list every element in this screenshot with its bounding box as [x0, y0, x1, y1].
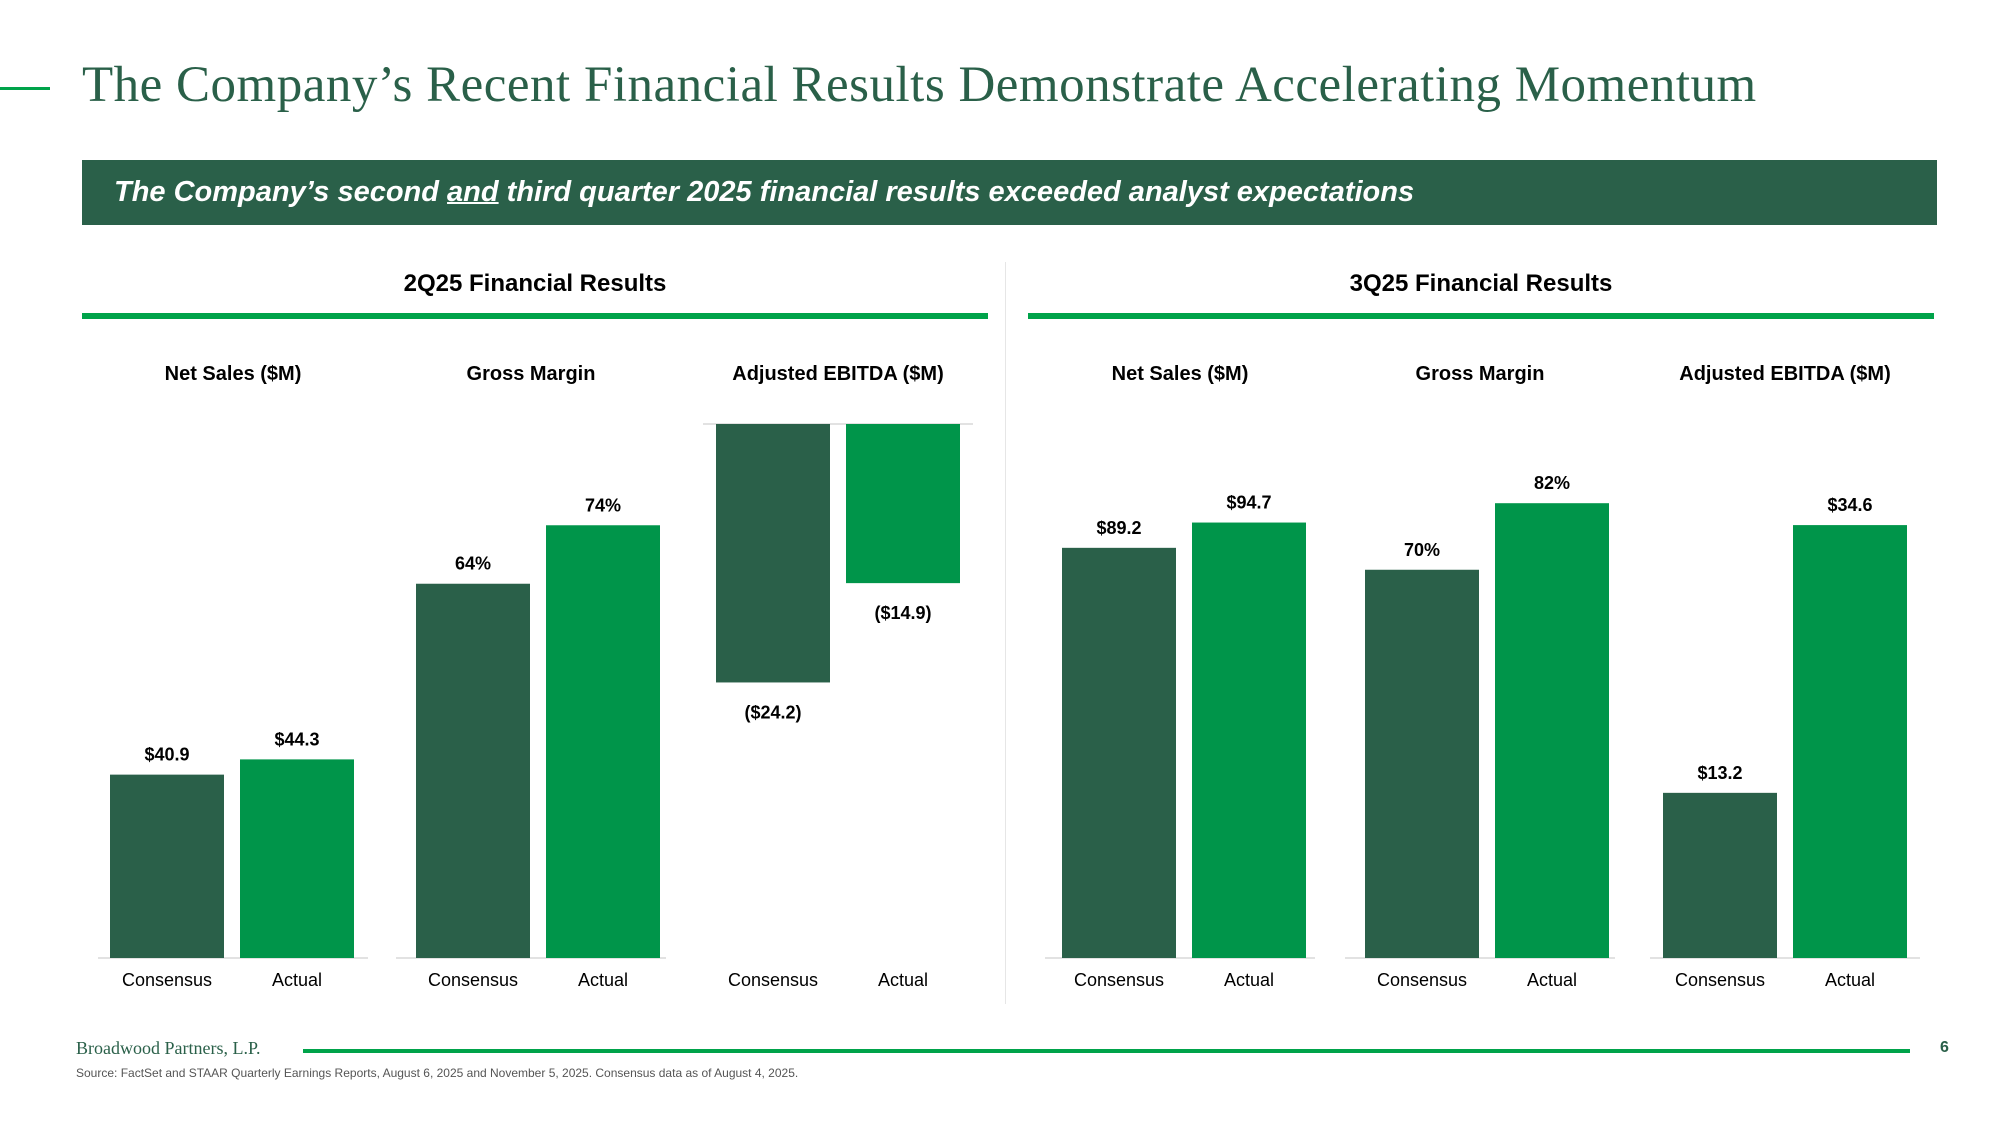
chart-6-title: Adjusted EBITDA ($M) [1679, 363, 1890, 385]
chart-1-category-consensus: Consensus [122, 970, 212, 990]
chart-1-title: Net Sales ($M) [165, 363, 302, 385]
chart-4-data-label-consensus: $89.2 [1096, 518, 1141, 538]
banner-text-before: The Company’s second [114, 176, 448, 208]
chart-3-category-actual: Actual [878, 970, 928, 990]
footer-rule [303, 1049, 1910, 1053]
chart-5-category-actual: Actual [1527, 970, 1577, 990]
chart-3-category-consensus: Consensus [728, 970, 818, 990]
chart-3-bar-consensus [716, 424, 830, 683]
chart-4-data-label-actual: $94.7 [1226, 493, 1271, 513]
chart-5-title: Gross Margin [1416, 363, 1545, 385]
chart-6-data-label-actual: $34.6 [1827, 495, 1872, 515]
footer-firm-name: Broadwood Partners, L.P. [76, 1038, 261, 1058]
chart-2-bar-actual [546, 525, 660, 958]
chart-4-category-actual: Actual [1224, 970, 1274, 990]
chart-1-data-label-actual: $44.3 [274, 729, 319, 749]
panel-rule-3q25 [1028, 313, 1934, 319]
headline-banner: The Company’s second and third quarter 2… [82, 160, 1937, 225]
chart-3-title: Adjusted EBITDA ($M) [732, 363, 943, 385]
chart-6-category-actual: Actual [1825, 970, 1875, 990]
chart-5-bar-actual [1495, 503, 1609, 958]
title-accent-line [0, 87, 50, 90]
chart-6-bar-actual [1793, 525, 1907, 958]
chart-1-bar-consensus [110, 774, 224, 958]
page-title: The Company’s Recent Financial Results D… [82, 57, 1757, 113]
chart-6-category-consensus: Consensus [1675, 970, 1765, 990]
source-note: Source: FactSet and STAAR Quarterly Earn… [76, 1066, 799, 1080]
chart-4-bar-actual [1192, 522, 1306, 958]
chart-5-data-label-consensus: 70% [1404, 540, 1440, 560]
chart-2-category-actual: Actual [578, 970, 628, 990]
chart-2-title: Gross Margin [467, 363, 596, 385]
chart-3-data-label-consensus: ($24.2) [744, 702, 801, 722]
panel-title-3q25: 3Q25 Financial Results [1349, 270, 1613, 297]
chart-2-category-consensus: Consensus [428, 970, 518, 990]
chart-1-category-actual: Actual [272, 970, 322, 990]
chart-2-bar-consensus [416, 583, 530, 958]
chart-5-bar-consensus [1365, 569, 1479, 958]
page-number: 6 [1940, 1039, 1949, 1056]
banner-text-after: third quarter 2025 financial results exc… [498, 176, 1415, 208]
chart-6-data-label-consensus: $13.2 [1697, 763, 1742, 783]
chart-1-bar-actual [240, 759, 354, 958]
banner-text-emphasis: and [447, 176, 499, 208]
chart-5-category-consensus: Consensus [1377, 970, 1467, 990]
chart-2-data-label-actual: 74% [585, 495, 621, 515]
chart-2-data-label-consensus: 64% [455, 554, 491, 574]
chart-6-bar-consensus [1663, 792, 1777, 958]
chart-3-data-label-actual: ($14.9) [874, 603, 931, 623]
chart-4-bar-consensus [1062, 547, 1176, 958]
chart-3-bar-actual [846, 424, 960, 584]
chart-4-category-consensus: Consensus [1074, 970, 1164, 990]
panel-divider [1005, 262, 1006, 1004]
panel-rule-2q25 [82, 313, 988, 319]
chart-4-title: Net Sales ($M) [1112, 363, 1249, 385]
chart-1-data-label-consensus: $40.9 [144, 745, 189, 765]
panel-title-2q25: 2Q25 Financial Results [403, 270, 667, 297]
chart-5-data-label-actual: 82% [1534, 473, 1570, 493]
